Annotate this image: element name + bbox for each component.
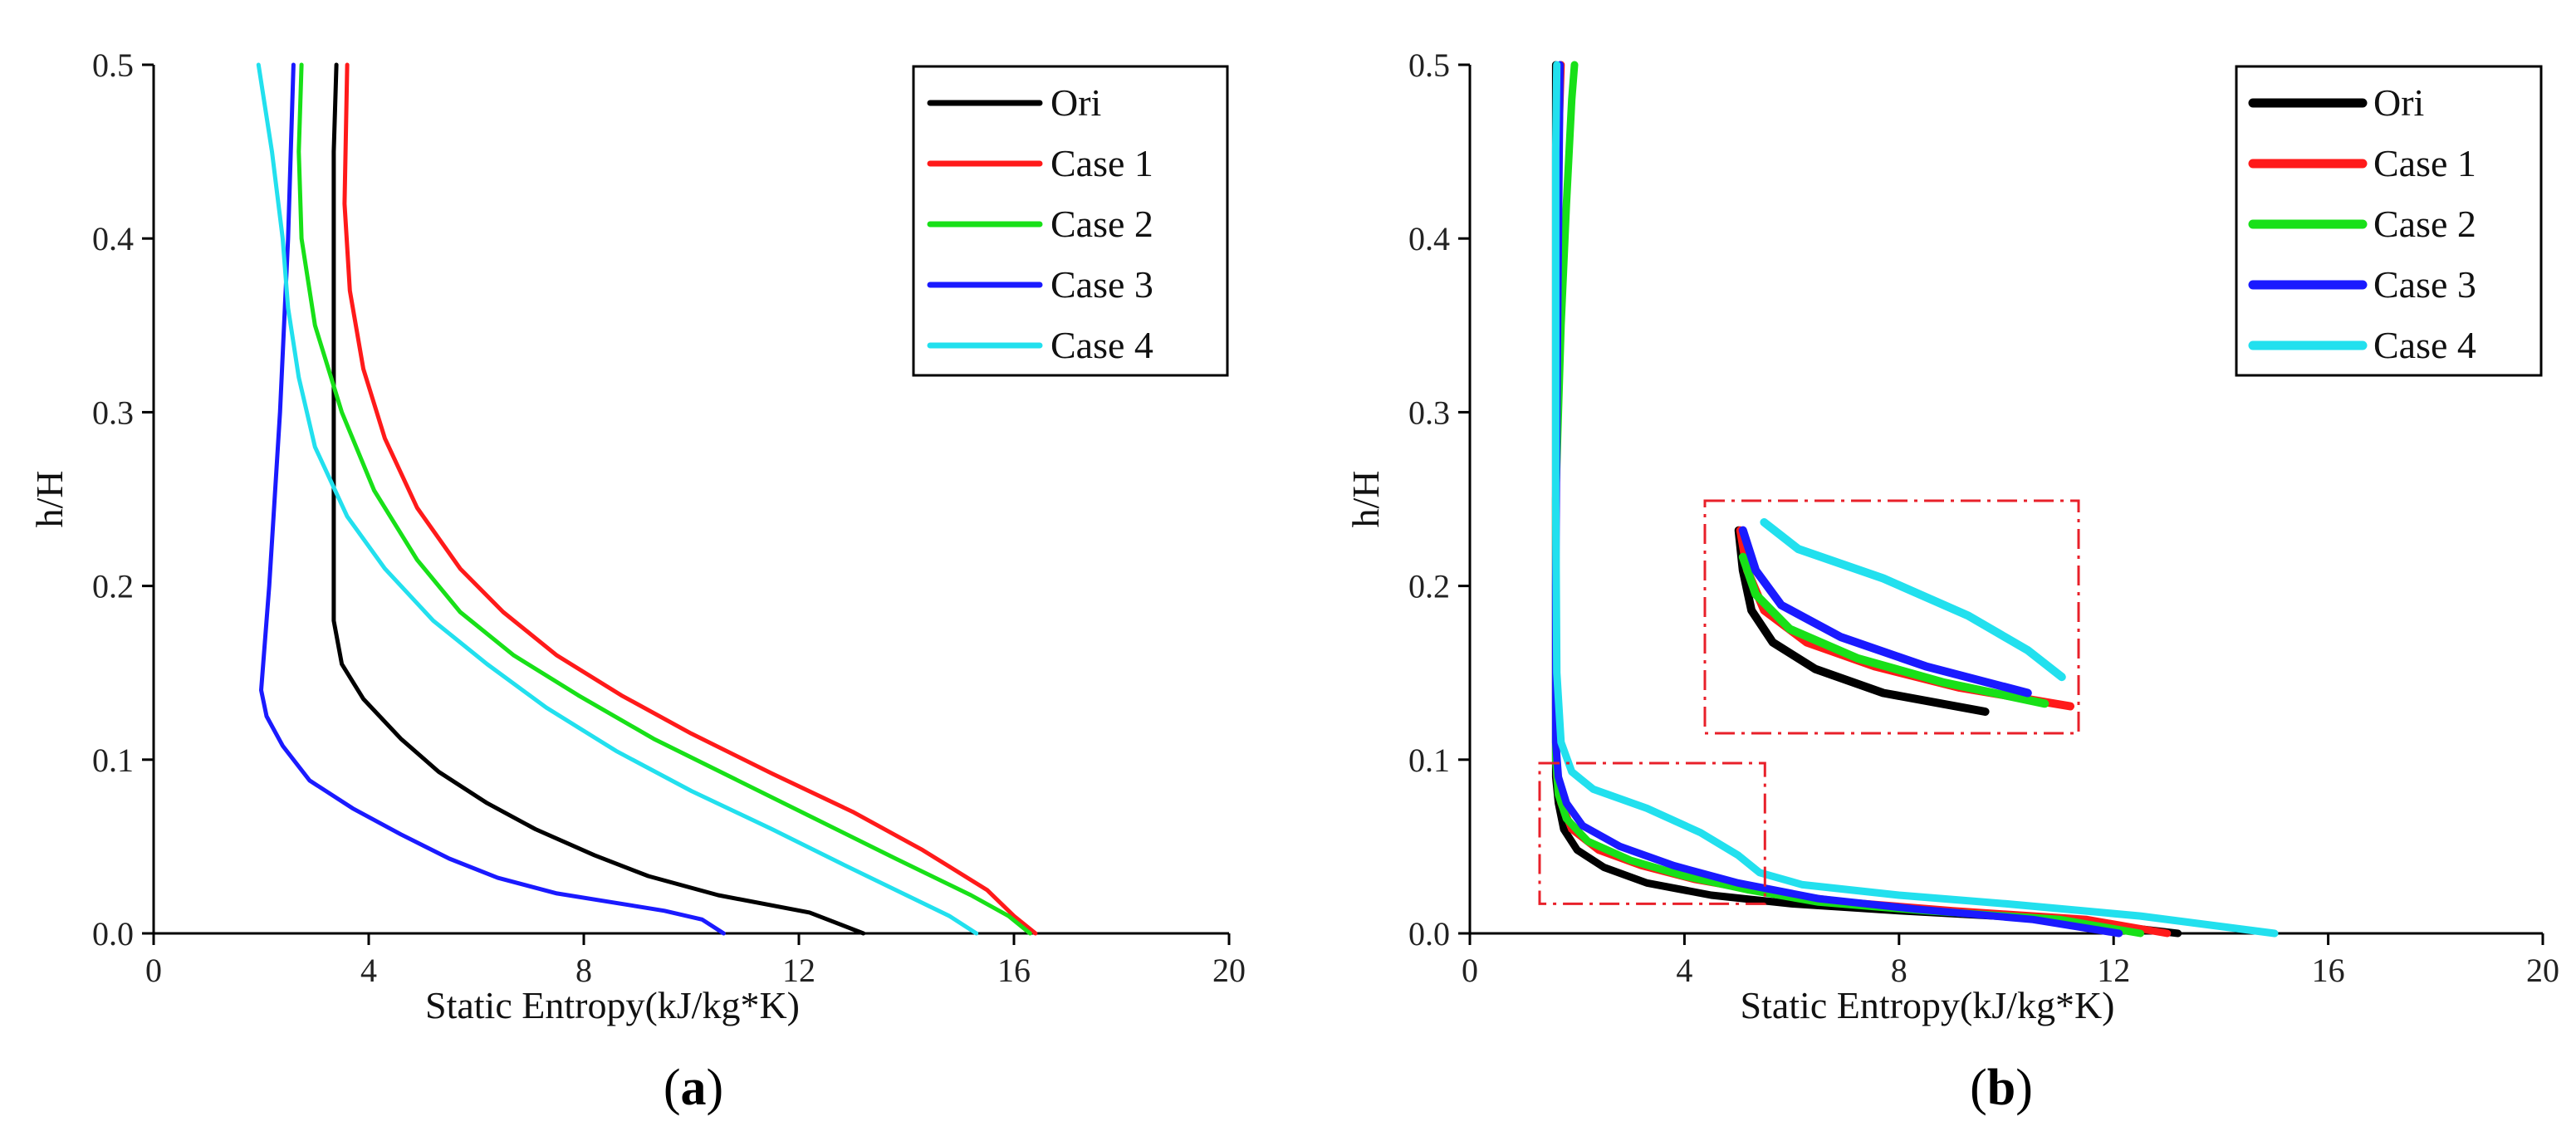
x-tick-label: 20 <box>2526 952 2559 989</box>
legend-label: Case 3 <box>1050 263 1153 306</box>
x-tick-label: 12 <box>782 952 815 989</box>
y-tick-label: 0.2 <box>92 568 134 605</box>
legend-frame <box>912 65 1229 377</box>
y-tick-label: 0.1 <box>1408 742 1450 779</box>
y-tick-label: 0.2 <box>1408 568 1450 605</box>
legend-label: Case 2 <box>1050 203 1153 245</box>
series-line-case-2 <box>1551 61 2144 938</box>
legend-label: Case 1 <box>1050 142 1153 184</box>
series-line-ori <box>331 62 866 936</box>
x-tick-label: 16 <box>2312 952 2345 989</box>
series-line-ori <box>1551 61 2182 938</box>
y-axis-label: h/H <box>28 471 71 528</box>
x-tick-label: 8 <box>1891 952 1908 989</box>
x-tick-label: 4 <box>360 952 377 989</box>
panel-label-a: (a) <box>664 1060 723 1116</box>
y-tick-label: 0.5 <box>1408 47 1450 84</box>
legend-label: Case 4 <box>1050 324 1153 366</box>
inset-series-line-case-2 <box>1738 552 2050 708</box>
panel-label-b: (b) <box>1970 1060 2033 1116</box>
y-tick-label: 0.0 <box>92 915 134 952</box>
chart-panel-b: 0 4 8 12 16 20 0.0 0.1 0.2 0.3 0.4 0.5 Static Entrop… <box>1344 47 2559 1026</box>
y-axis-label: h/H <box>1344 471 1387 528</box>
x-tick-label: 0 <box>1462 952 1478 989</box>
inset-series-line-ori <box>1734 526 1990 716</box>
series-line-case-1 <box>342 62 1038 936</box>
legend-label: Case 2 <box>2373 203 2476 245</box>
series-line-case-1 <box>1551 61 2172 938</box>
x-tick-label: 8 <box>575 952 592 989</box>
legend-label: Ori <box>2373 81 2424 124</box>
x-tick-label: 12 <box>2097 952 2130 989</box>
x-tick-label: 20 <box>1212 952 1246 989</box>
legend-label: Case 3 <box>2373 263 2476 306</box>
legend: Ori Case 1 Case 2 Case 3 Case 4 <box>2235 65 2543 377</box>
series-line-case-4 <box>1551 61 2279 938</box>
inset-series-line-case-3 <box>1738 526 2032 698</box>
y-tick-label: 0.4 <box>92 220 134 257</box>
zoom-inset <box>1703 499 2080 735</box>
y-tick-label: 0.4 <box>1408 220 1450 257</box>
x-tick-label: 4 <box>1676 952 1692 989</box>
x-tick-label: 16 <box>997 952 1031 989</box>
x-tick-label: 0 <box>145 952 162 989</box>
x-axis-label: Static Entropy(kJ/kg*K) <box>425 984 800 1026</box>
y-tick-label: 0.5 <box>92 47 134 84</box>
inset-series-line-case-1 <box>1736 526 2074 711</box>
legend-label: Case 4 <box>2373 324 2476 366</box>
y-tick-label: 0.1 <box>92 742 134 779</box>
series-line-case-4 <box>256 62 979 936</box>
y-tick-label: 0.3 <box>1408 394 1450 431</box>
series-line-case-3 <box>259 62 726 936</box>
y-tick-label: 0.3 <box>92 394 134 431</box>
legend-label: Ori <box>1050 81 1101 124</box>
x-axis-label: Static Entropy(kJ/kg*K) <box>1741 984 2115 1026</box>
zoom-region-box <box>1538 761 1766 905</box>
legend-label: Case 1 <box>2373 142 2476 184</box>
inset-series-line-case-4 <box>1760 518 2066 682</box>
legend: Ori Case 1 Case 2 Case 3 Case 4 <box>912 65 1229 377</box>
chart-panel-a: 0 4 8 12 16 20 0.0 0.1 0.2 0.3 0.4 0.5 Static Entrop… <box>28 47 1246 1026</box>
zoom-inset-frame <box>1703 499 2080 735</box>
y-tick-label: 0.0 <box>1408 915 1450 952</box>
series-line-case-2 <box>296 62 1032 936</box>
